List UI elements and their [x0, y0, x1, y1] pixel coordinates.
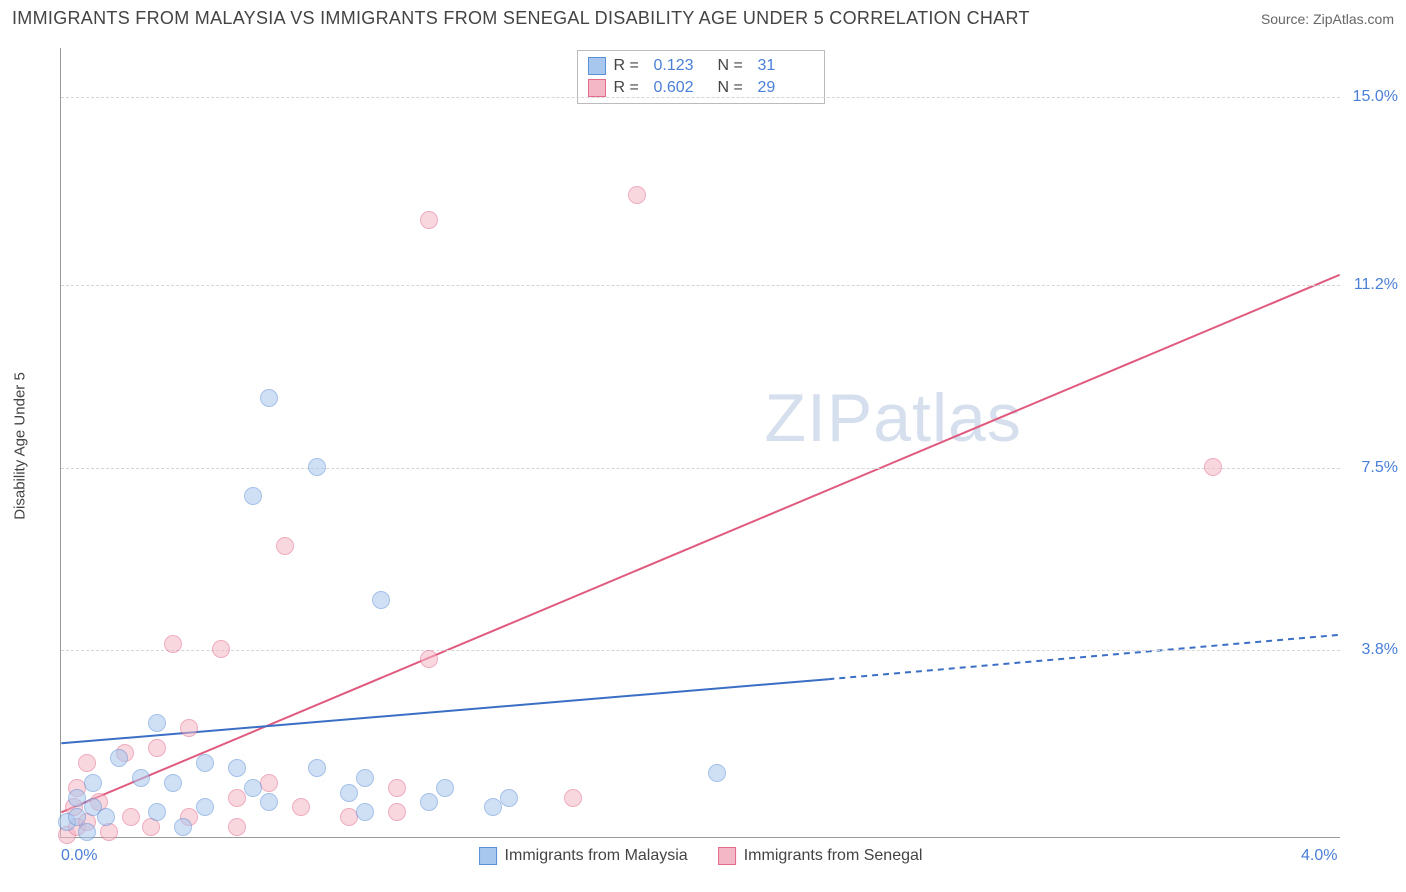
- legend-stats-row-senegal: R = 0.602 N = 29: [588, 77, 814, 99]
- marker-malaysia: [196, 798, 214, 816]
- chart-source: Source: ZipAtlas.com: [1261, 11, 1394, 27]
- legend-item-senegal: Immigrants from Senegal: [718, 847, 923, 865]
- marker-malaysia: [356, 803, 374, 821]
- marker-malaysia: [132, 769, 150, 787]
- marker-malaysia: [174, 818, 192, 836]
- legend-series: Immigrants from Malaysia Immigrants from…: [479, 847, 923, 865]
- y-tick-label: 3.8%: [1348, 641, 1398, 659]
- series-label: Immigrants from Malaysia: [505, 847, 688, 865]
- marker-senegal: [1204, 458, 1222, 476]
- r-label: R =: [614, 79, 646, 97]
- marker-malaysia: [436, 779, 454, 797]
- marker-malaysia: [148, 714, 166, 732]
- marker-malaysia: [97, 808, 115, 826]
- grid-line: [61, 97, 1340, 98]
- marker-senegal: [180, 719, 198, 737]
- r-label: R =: [614, 57, 646, 75]
- marker-malaysia: [228, 759, 246, 777]
- marker-malaysia: [244, 779, 262, 797]
- marker-malaysia: [110, 749, 128, 767]
- marker-senegal: [122, 808, 140, 826]
- marker-senegal: [388, 803, 406, 821]
- watermark-thin: atlas: [873, 380, 1022, 456]
- marker-malaysia: [260, 389, 278, 407]
- trend-lines-layer: [61, 48, 1340, 837]
- y-tick-label: 7.5%: [1348, 459, 1398, 477]
- grid-line: [61, 285, 1340, 286]
- r-value: 0.123: [654, 57, 710, 75]
- n-value: 31: [758, 57, 814, 75]
- marker-malaysia: [244, 487, 262, 505]
- marker-malaysia: [148, 803, 166, 821]
- marker-malaysia: [500, 789, 518, 807]
- n-label: N =: [718, 79, 750, 97]
- marker-malaysia: [68, 789, 86, 807]
- marker-malaysia: [260, 793, 278, 811]
- marker-senegal: [164, 635, 182, 653]
- trend-line: [61, 679, 828, 743]
- marker-senegal: [564, 789, 582, 807]
- grid-line: [61, 650, 1340, 651]
- marker-senegal: [292, 798, 310, 816]
- swatch-senegal: [588, 79, 606, 97]
- chart-title: IMMIGRANTS FROM MALAYSIA VS IMMIGRANTS F…: [12, 8, 1030, 29]
- marker-senegal: [388, 779, 406, 797]
- y-tick-label: 11.2%: [1348, 276, 1398, 294]
- r-value: 0.602: [654, 79, 710, 97]
- legend-stats: R = 0.123 N = 31 R = 0.602 N = 29: [577, 50, 825, 104]
- marker-senegal: [420, 650, 438, 668]
- marker-senegal: [276, 537, 294, 555]
- marker-senegal: [420, 211, 438, 229]
- marker-senegal: [260, 774, 278, 792]
- swatch-malaysia: [588, 57, 606, 75]
- marker-malaysia: [484, 798, 502, 816]
- marker-senegal: [228, 818, 246, 836]
- y-axis-title: Disability Age Under 5: [12, 372, 29, 520]
- legend-stats-row-malaysia: R = 0.123 N = 31: [588, 55, 814, 77]
- legend-item-malaysia: Immigrants from Malaysia: [479, 847, 688, 865]
- swatch-senegal: [718, 847, 736, 865]
- chart-header: IMMIGRANTS FROM MALAYSIA VS IMMIGRANTS F…: [0, 0, 1406, 33]
- x-tick-label: 4.0%: [1301, 847, 1337, 865]
- marker-senegal: [228, 789, 246, 807]
- x-tick-label: 0.0%: [61, 847, 97, 865]
- watermark: ZIPatlas: [764, 379, 1021, 457]
- marker-malaysia: [420, 793, 438, 811]
- marker-malaysia: [196, 754, 214, 772]
- marker-malaysia: [356, 769, 374, 787]
- marker-senegal: [78, 754, 96, 772]
- marker-senegal: [628, 186, 646, 204]
- trend-line: [828, 635, 1339, 679]
- grid-line: [61, 468, 1340, 469]
- trend-line: [61, 275, 1339, 813]
- marker-malaysia: [78, 823, 96, 841]
- marker-malaysia: [308, 458, 326, 476]
- marker-malaysia: [308, 759, 326, 777]
- n-label: N =: [718, 57, 750, 75]
- watermark-bold: ZIP: [764, 380, 873, 456]
- plot-area: ZIPatlas R = 0.123 N = 31 R = 0.602 N = …: [60, 48, 1340, 838]
- marker-senegal: [148, 739, 166, 757]
- marker-malaysia: [84, 774, 102, 792]
- marker-senegal: [212, 640, 230, 658]
- marker-malaysia: [164, 774, 182, 792]
- swatch-malaysia: [479, 847, 497, 865]
- y-tick-label: 15.0%: [1348, 88, 1398, 106]
- marker-malaysia: [372, 591, 390, 609]
- series-label: Immigrants from Senegal: [744, 847, 923, 865]
- marker-malaysia: [340, 784, 358, 802]
- n-value: 29: [758, 79, 814, 97]
- marker-malaysia: [708, 764, 726, 782]
